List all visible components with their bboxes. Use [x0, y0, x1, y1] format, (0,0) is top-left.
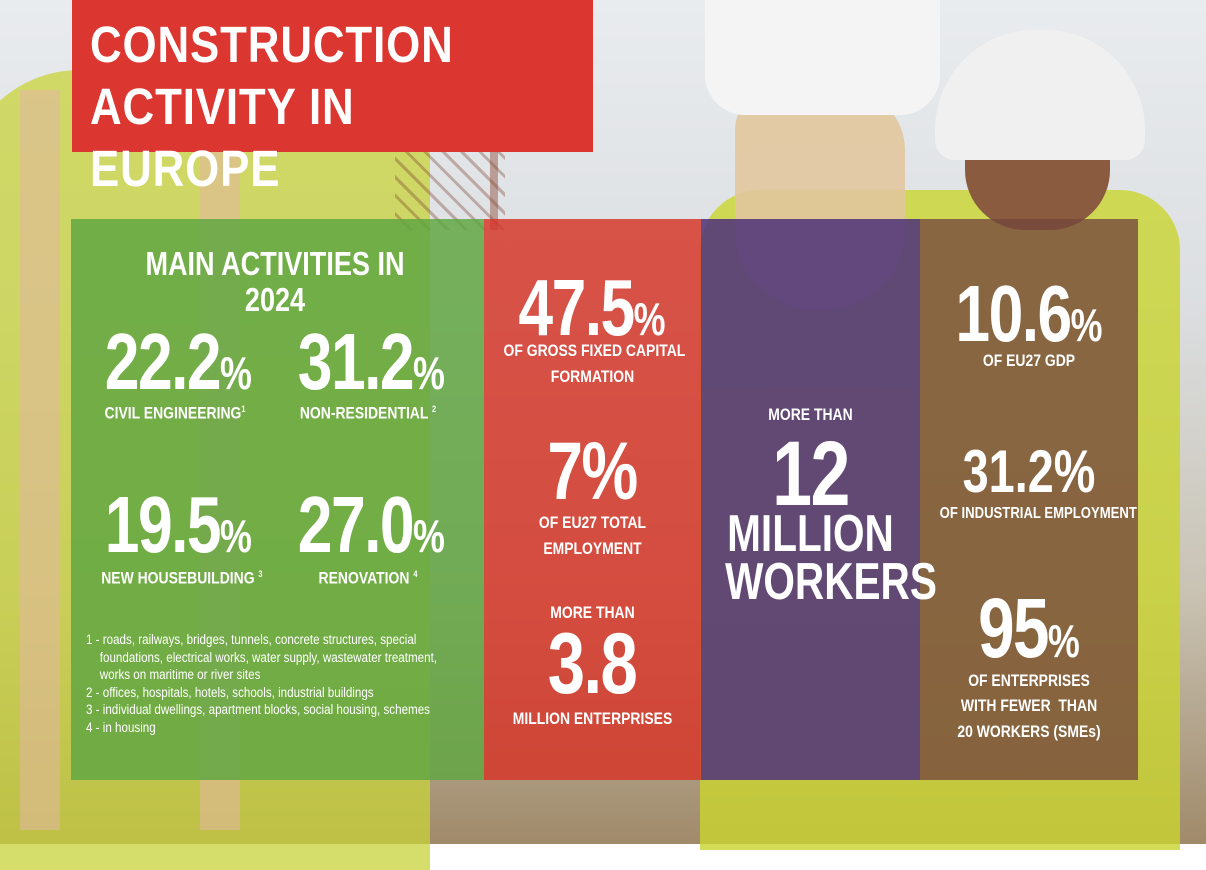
industrial-value: 31.2% [962, 438, 1096, 505]
civil-engineering-value: 22.2% [104, 317, 252, 406]
workers-line-1: MILLION [727, 505, 894, 563]
employment-label-2: EMPLOYMENT [543, 539, 642, 558]
new-housebuilding-label: NEW HOUSEBUILDING 3 [101, 568, 263, 588]
footnotes: 1 - roads, railways, bridges, tunnels, c… [86, 631, 438, 736]
gdp-value: 10.6% [955, 269, 1103, 358]
page-title: CONSTRUCTION ACTIVITY IN EUROPE [90, 16, 454, 197]
non-residential-value: 31.2% [297, 317, 445, 406]
new-housebuilding-value: 19.5% [104, 480, 252, 569]
sme-label-2: WITH FEWER THAN [960, 696, 1098, 715]
enterprises-prefix: MORE THAN [550, 603, 635, 622]
main-activities-panel [71, 219, 484, 780]
hard-hat-icon [935, 30, 1145, 160]
renovation-value: 27.0% [297, 480, 445, 569]
crane-lattice [395, 150, 505, 230]
share-panel [920, 219, 1138, 780]
footnote-3: 3 - individual dwellings, apartment bloc… [86, 702, 430, 717]
vest-reflective-stripe [20, 90, 60, 830]
gfcf-label-2: FORMATION [550, 367, 635, 386]
non-residential-label: NON-RESIDENTIAL 2 [299, 403, 437, 423]
sme-label-1: OF ENTERPRISES [968, 671, 1090, 690]
economy-panel [484, 219, 701, 780]
sme-label-3: 20 WORKERS (SMEs) [957, 722, 1101, 741]
workers-prefix: MORE THAN [768, 405, 853, 424]
workers-line-2: WORKERS [725, 553, 937, 611]
footnote-4: 4 - in housing [86, 719, 156, 735]
employment-label-1: OF EU27 TOTAL [538, 513, 647, 532]
workers-value: 12 [772, 423, 850, 525]
civil-engineering-label: CIVIL ENGINEERING1 [104, 403, 246, 423]
footnote-1-cont: foundations, electrical works, water sup… [99, 649, 438, 665]
gdp-label: OF EU27 GDP [982, 351, 1076, 370]
main-activities-heading: MAIN ACTIVITIES IN 2024 [145, 245, 405, 318]
footnote-1-cont: works on maritime or river sites [99, 667, 261, 682]
hard-hat-icon [705, 0, 940, 115]
enterprises-label: MILLION ENTERPRISES [512, 709, 673, 728]
workers-panel [701, 219, 920, 780]
footnote-1: 1 - roads, railways, bridges, tunnels, c… [86, 632, 417, 647]
renovation-label: RENOVATION 4 [318, 568, 418, 588]
gfcf-value: 47.5% [518, 263, 666, 352]
employment-value: 7% [547, 426, 638, 517]
gfcf-label-1: OF GROSS FIXED CAPITAL [503, 341, 686, 360]
title-banner [72, 0, 593, 152]
industrial-label: OF INDUSTRIAL EMPLOYMENT [939, 505, 1137, 522]
sme-value: 95% [978, 581, 1080, 675]
footnote-2: 2 - offices, hospitals, hotels, schools,… [86, 684, 374, 700]
enterprises-value: 3.8 [547, 616, 638, 712]
